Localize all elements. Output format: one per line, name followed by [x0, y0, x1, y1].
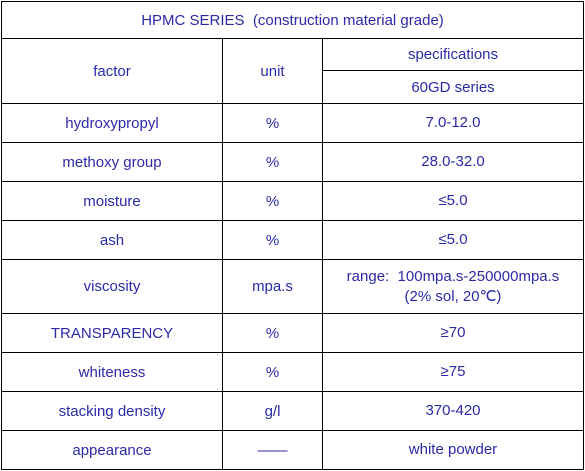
- header-cell: factor: [1, 38, 223, 104]
- spec-cell: 7.0-12.0: [322, 103, 584, 143]
- spec-cell: ≥70: [322, 313, 584, 353]
- unit-cell: %: [222, 142, 323, 182]
- header-row: 60GD series: [2, 70, 584, 104]
- header-cell: specifications: [322, 38, 584, 71]
- spec-cell: 28.0-32.0: [322, 142, 584, 182]
- table-row: hydroxypropyl% 7.0-12.0: [1, 103, 584, 143]
- unit-cell: g/l: [222, 391, 323, 431]
- spec-line: (2% sol, 20℃): [404, 287, 502, 305]
- unit-cell: %: [222, 103, 323, 143]
- unit-cell: ——: [222, 430, 323, 470]
- spec-line: range: 100mpa.s-250000mpa.s: [346, 267, 560, 285]
- spec-line: 370-420: [425, 402, 481, 419]
- factor-cell: ash: [1, 220, 223, 260]
- table-row: methoxy group% 28.0-32.0: [1, 142, 584, 182]
- spec-line: ≥75: [440, 363, 466, 380]
- table-row: TRANSPARENCY% ≥70: [1, 313, 584, 353]
- factor-cell: TRANSPARENCY: [1, 313, 223, 353]
- table-row: moisture% ≤5.0: [1, 181, 584, 221]
- unit-cell: %: [222, 352, 323, 392]
- spec-line: ≥70: [440, 324, 466, 341]
- spec-cell: 370-420: [322, 391, 584, 431]
- factor-cell: moisture: [1, 181, 223, 221]
- spec-cell: ≤5.0: [322, 181, 584, 221]
- factor-cell: stacking density: [1, 391, 223, 431]
- title-row: HPMC SERIES (construction material grade…: [1, 1, 584, 39]
- factor-cell: whiteness: [1, 352, 223, 392]
- spec-cell: ≤5.0: [322, 220, 584, 260]
- spec-line: white powder: [408, 441, 498, 458]
- table-row: ash% ≤5.0: [1, 220, 584, 260]
- table-row: whiteness% ≥75: [1, 352, 584, 392]
- spec-cell: range: 100mpa.s-250000mpa.s (2% sol, 20℃): [322, 259, 584, 314]
- unit-cell: %: [222, 313, 323, 353]
- unit-cell: %: [222, 220, 323, 260]
- unit-cell: mpa.s: [222, 259, 323, 314]
- table-row: stacking density g/l 370-420: [1, 391, 584, 431]
- table-title: HPMC SERIES (construction material grade…: [1, 1, 584, 39]
- spec-line: 28.0-32.0: [421, 153, 485, 170]
- table-row: viscosity mpa.s range: 100mpa.s-250000mpa.…: [1, 259, 584, 314]
- header-row: factor unit specifications: [1, 38, 584, 104]
- header-cell: 60GD series: [322, 70, 584, 104]
- unit-cell: %: [222, 181, 323, 221]
- spec-line: ≤5.0: [438, 192, 468, 209]
- spec-line: 7.0-12.0: [425, 114, 481, 131]
- factor-cell: viscosity: [1, 259, 223, 314]
- factor-cell: hydroxypropyl: [1, 103, 223, 143]
- header-cell: unit: [222, 38, 323, 104]
- factor-cell: methoxy group: [1, 142, 223, 182]
- factor-cell: appearance: [1, 430, 223, 470]
- spec-cell: white powder: [322, 430, 584, 470]
- spec-line: ≤5.0: [438, 231, 468, 248]
- spec-cell: ≥75: [322, 352, 584, 392]
- table-row: appearance —— white powder: [1, 430, 584, 470]
